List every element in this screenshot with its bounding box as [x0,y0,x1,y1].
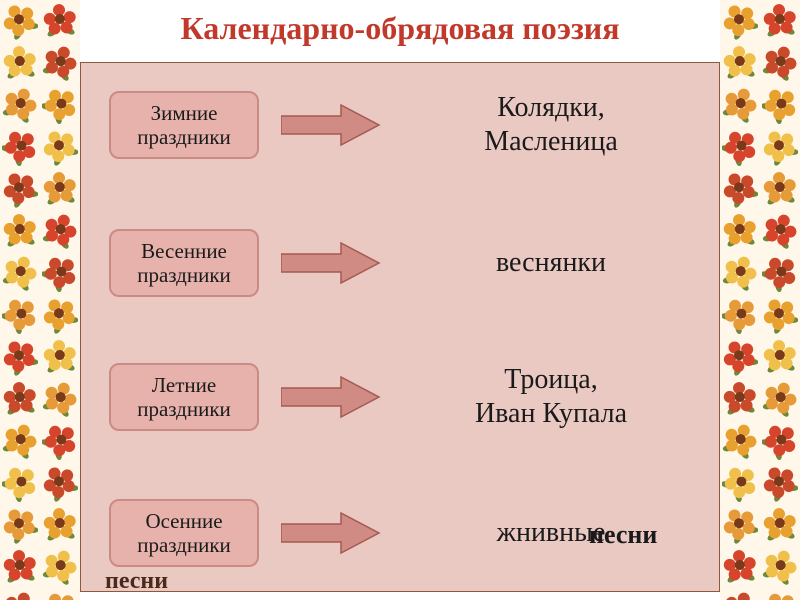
stray-text: песни [105,568,168,595]
example-line2: Иван Купала [475,397,627,431]
floral-motif [720,252,760,294]
floral-motif [720,420,760,462]
floral-motif [40,42,80,84]
season-line1: Осенние [145,509,222,533]
example-line1: Колядки, [497,91,605,125]
floral-motif [760,42,800,84]
arrow-icon [281,103,381,147]
floral-motif [760,126,800,168]
floral-motif [40,588,80,600]
example-text: Троица,Иван Купала [401,347,701,447]
floral-motif [720,588,760,600]
floral-motif [760,378,800,420]
floral-motif [40,168,80,210]
floral-motif [0,84,40,126]
floral-motif [720,84,760,126]
floral-motif [0,588,40,600]
season-line1: Весенние [141,239,227,263]
floral-border-left [0,0,80,600]
floral-motif [40,420,80,462]
floral-motif [40,84,80,126]
floral-motif [720,168,760,210]
floral-motif [0,336,40,378]
floral-motif [0,42,40,84]
season-line1: Зимние [151,101,218,125]
floral-motif [0,294,40,336]
floral-motif [760,0,800,42]
season-line2: праздники [137,397,231,421]
floral-motif [720,210,760,252]
stage: Календарно-обрядовая поэзия Зимниепраздн… [0,0,800,600]
floral-motif [760,420,800,462]
example-line2: Масленица [484,125,618,159]
floral-motif [720,504,760,546]
example-text: Колядки,Масленица [401,75,701,175]
floral-motif [0,546,40,588]
floral-motif [720,0,760,42]
floral-motif [40,546,80,588]
floral-motif [720,378,760,420]
floral-motif [0,0,40,42]
floral-motif [40,294,80,336]
floral-motif [0,252,40,294]
arrow-icon [281,511,381,555]
season-line1: Летние [152,373,216,397]
example-line1: веснянки [496,246,606,280]
floral-motif [760,546,800,588]
floral-motif [760,210,800,252]
floral-motif [760,588,800,600]
example-line1: Троица, [504,363,597,397]
floral-border-right [720,0,800,600]
floral-motif [720,42,760,84]
floral-motif [40,336,80,378]
arrow-icon [281,375,381,419]
season-box: Летниепраздники [109,363,259,431]
floral-motif [0,504,40,546]
floral-motif [760,84,800,126]
floral-motif [0,462,40,504]
season-box: Осенниепраздники [109,499,259,567]
floral-motif [760,504,800,546]
extra-label-songs: песни [589,520,657,550]
floral-motif [720,546,760,588]
floral-motif [720,462,760,504]
floral-motif [40,378,80,420]
diagram-row: Летниепраздники Троица,Иван Купала [81,347,721,467]
season-box: Зимниепраздники [109,91,259,159]
floral-motif [760,168,800,210]
season-line2: праздники [137,263,231,287]
floral-motif [760,252,800,294]
arrow-icon [281,241,381,285]
floral-motif [40,0,80,42]
season-line2: праздники [137,125,231,149]
floral-motif [760,336,800,378]
floral-motif [720,336,760,378]
floral-motif [40,126,80,168]
diagram-row: Зимниепраздники Колядки,Масленица [81,75,721,195]
page-title: Календарно-обрядовая поэзия [80,10,720,47]
season-box: Весенниепраздники [109,229,259,297]
floral-motif [40,462,80,504]
content-panel: ЗимниепраздникиКолядки,МасленицаВесенние… [80,62,720,592]
floral-motif [0,126,40,168]
floral-motif [0,378,40,420]
floral-motif [720,294,760,336]
example-text: веснянки [401,213,701,313]
floral-motif [40,210,80,252]
floral-motif [0,420,40,462]
diagram-row: Весенниепраздники веснянки [81,213,721,333]
season-line2: праздники [137,533,231,557]
floral-motif [40,504,80,546]
floral-motif [0,210,40,252]
floral-motif [720,126,760,168]
floral-motif [760,294,800,336]
floral-motif [760,462,800,504]
floral-motif [0,168,40,210]
floral-motif [40,252,80,294]
